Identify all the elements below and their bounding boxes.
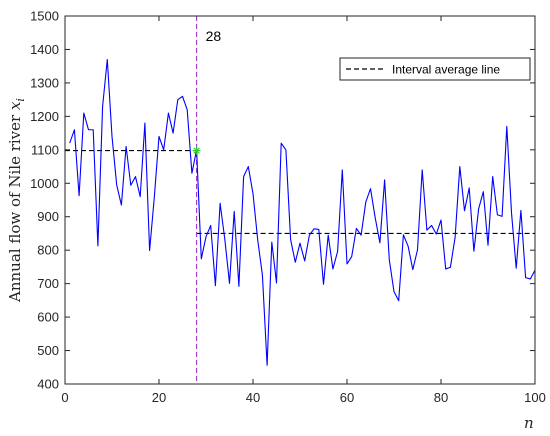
y-tick-label: 800 — [37, 243, 59, 258]
legend-label: Interval average line — [392, 63, 500, 77]
x-axis-label: n — [524, 414, 534, 432]
y-tick-label: 1100 — [31, 142, 59, 157]
interval-average-lines — [65, 150, 535, 235]
x-tick-label: 60 — [340, 390, 354, 405]
x-tick-label: 20 — [152, 390, 166, 405]
y-tick-label: 1300 — [30, 75, 59, 90]
y-tick-label: 500 — [37, 343, 59, 358]
y-tick-label: 700 — [37, 276, 59, 291]
y-tick-label: 1500 — [30, 9, 59, 24]
y-axis-label-sub: i — [14, 98, 27, 102]
changepoint-marker — [192, 146, 201, 155]
legend-box — [339, 57, 531, 81]
y-tick-label: 900 — [37, 209, 59, 224]
marker-stroke — [193, 147, 200, 154]
y-tick-label: 600 — [37, 310, 59, 325]
y-axis-label: Annual flow of Nile river xi — [6, 98, 27, 303]
flow-series-points — [69, 59, 536, 366]
y-axis-label-var: x — [6, 101, 24, 110]
x-axis-ticks: 0 20 40 60 80 100 — [61, 16, 546, 405]
y-tick-label: 1400 — [30, 42, 59, 57]
y-tick-label: 1000 — [30, 176, 59, 191]
x-tick-label: 40 — [246, 390, 260, 405]
axes-box — [64, 15, 536, 385]
y-axis-ticks: 400 500 600 700 800 900 1000 1100 1200 1300 1400 15… — [30, 9, 535, 392]
legend: Interval average line — [339, 57, 531, 81]
y-axis-label-text: Annual flow of Nile river — [6, 114, 24, 303]
flow-series-line — [69, 58, 536, 366]
x-tick-label: 80 — [434, 390, 448, 405]
x-tick-label: 100 — [524, 390, 546, 405]
changepoint-label: 28 — [206, 28, 222, 44]
y-tick-label: 1200 — [30, 109, 59, 124]
x-tick-label: 0 — [61, 390, 68, 405]
y-tick-label: 400 — [37, 377, 59, 392]
